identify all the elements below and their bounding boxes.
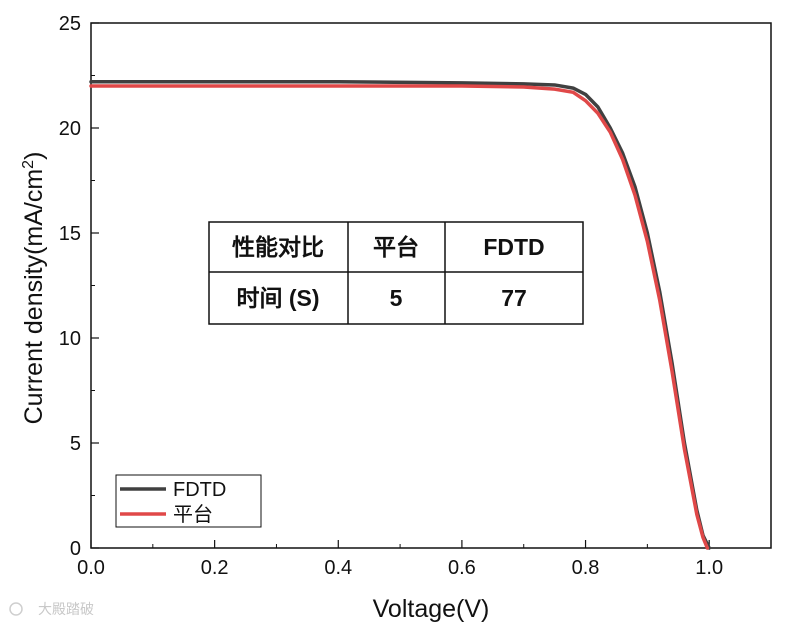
table-header-cell-1: 性能对比 <box>232 234 324 260</box>
legend-box <box>115 474 262 528</box>
y-tick-label: 25 <box>59 13 81 35</box>
x-tick-label: 0.0 <box>77 557 105 579</box>
x-tick-label: 0.4 <box>324 557 352 579</box>
table-border <box>208 221 584 325</box>
legend: FDTD 平台 <box>115 474 262 528</box>
series-layer <box>89 80 711 550</box>
x-tick-label: 1.0 <box>695 557 723 579</box>
x-tick-label: 0.8 <box>572 557 600 579</box>
y-axis-title: Current density(mA/cm2) <box>20 152 48 425</box>
y-tick-label: 5 <box>70 433 81 455</box>
y-tick-label: 15 <box>59 223 81 245</box>
comparison-table: 性能对比 平台 FDTD 时间 (S) 5 77 <box>208 221 584 325</box>
table-row-cell-3: 77 <box>501 285 527 311</box>
y-axis-title-end: ) <box>20 152 48 160</box>
watermark: 大殿踏破 <box>9 602 94 618</box>
watermark-text: 大殿踏破 <box>38 602 94 618</box>
x-tick-label: 0.2 <box>201 557 229 579</box>
y-tick-label: 0 <box>70 538 81 560</box>
x-axis-title: Voltage(V) <box>373 595 490 623</box>
y-tick-label: 20 <box>59 118 81 140</box>
table-header-cell-2: 平台 <box>373 234 419 260</box>
table-row-cell-2: 5 <box>390 285 403 311</box>
y-axis-title-main: Current density(mA/cm <box>20 169 48 425</box>
table-row-cell-1: 时间 (S) <box>236 285 319 311</box>
legend-label-platform: 平台 <box>173 503 213 526</box>
series-line-platform <box>89 84 710 550</box>
watermark-logo-icon <box>9 602 23 616</box>
x-tick-label: 0.6 <box>448 557 476 579</box>
ticks: 0.0 0.2 0.4 0.6 0.8 1.0 0 5 10 15 20 25 <box>59 13 772 579</box>
y-axis-title-sup: 2 <box>20 160 37 169</box>
y-tick-label: 10 <box>59 328 81 350</box>
legend-label-fdtd: FDTD <box>173 479 226 501</box>
table-header-cell-3: FDTD <box>483 234 544 260</box>
